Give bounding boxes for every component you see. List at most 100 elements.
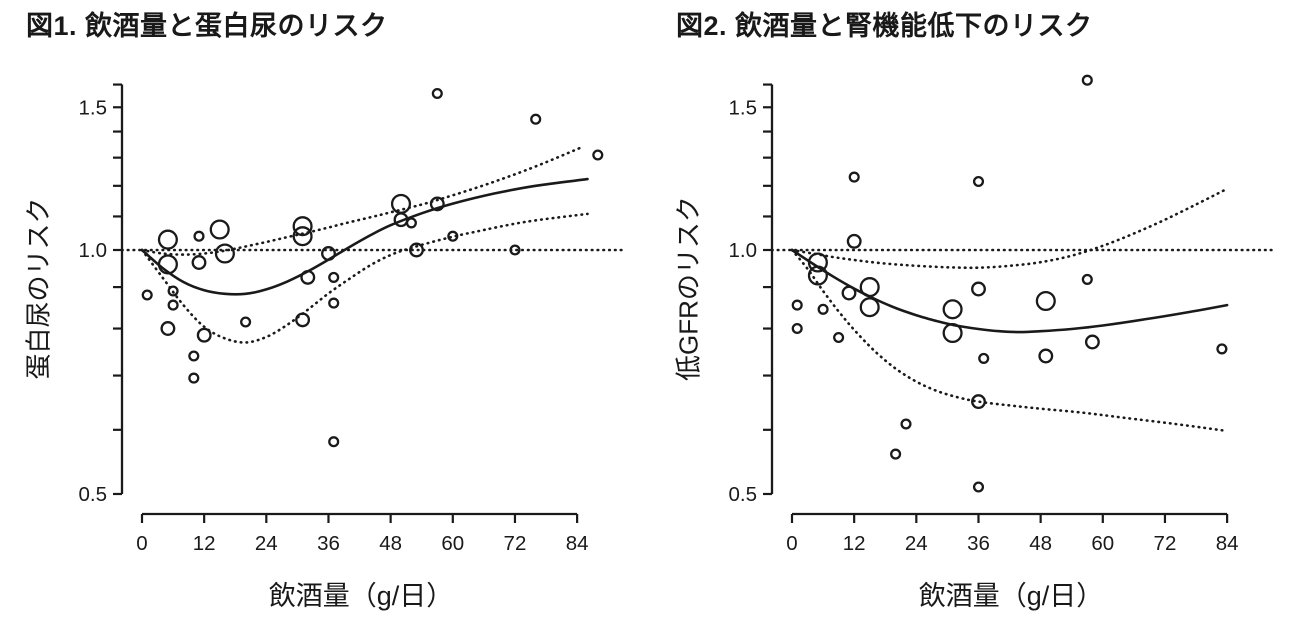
y-tick-label: 0.5 bbox=[79, 483, 108, 506]
data-point bbox=[900, 418, 912, 430]
data-point bbox=[447, 230, 459, 242]
x-tick-label: 36 bbox=[317, 532, 340, 555]
x-tick-label: 48 bbox=[1029, 532, 1052, 555]
data-point bbox=[1084, 334, 1100, 350]
data-point bbox=[188, 350, 200, 362]
data-point bbox=[859, 297, 880, 318]
data-point bbox=[405, 217, 417, 229]
data-point bbox=[509, 244, 521, 256]
x-tick-label: 0 bbox=[136, 532, 147, 555]
data-point bbox=[328, 297, 340, 309]
x-tick-label: 24 bbox=[255, 532, 278, 555]
data-points bbox=[791, 74, 1228, 493]
figure1-panel: 図1. 飲酒量と蛋白尿のリスク 蛋白尿のリスク 0.5 1.0 1.5 0 12 24 36… bbox=[24, 11, 624, 611]
y-tick-label: 1.5 bbox=[729, 96, 758, 119]
data-point bbox=[429, 196, 445, 212]
data-point bbox=[214, 243, 235, 264]
data-point bbox=[972, 175, 985, 188]
data-point bbox=[859, 277, 880, 298]
x-tick-label: 60 bbox=[1091, 532, 1114, 555]
x-tick-label: 24 bbox=[905, 532, 928, 555]
data-point bbox=[846, 233, 862, 249]
data-point bbox=[807, 252, 828, 273]
data-point bbox=[841, 285, 857, 301]
data-point bbox=[292, 226, 313, 247]
data-point bbox=[321, 246, 336, 261]
x-tick-label: 48 bbox=[379, 532, 402, 555]
data-point bbox=[807, 265, 828, 286]
data-point bbox=[141, 289, 153, 301]
data-point bbox=[971, 281, 986, 297]
data-point bbox=[530, 113, 542, 125]
data-point bbox=[167, 299, 179, 311]
data-point bbox=[240, 316, 252, 328]
data-point bbox=[791, 299, 803, 311]
data-points bbox=[141, 87, 604, 448]
data-point bbox=[196, 327, 212, 343]
figure2-title: 図2. 飲酒量と腎機能低下のリスク bbox=[676, 11, 1093, 41]
data-point bbox=[390, 193, 412, 214]
ci-lower-curve bbox=[790, 248, 1229, 433]
x-tick-label: 84 bbox=[566, 532, 589, 555]
ci-upper-curve bbox=[790, 187, 1229, 270]
data-point bbox=[328, 436, 340, 448]
figure2-panel: 図2. 飲酒量と腎機能低下のリスク 低GFRのリスク 0.5 1.0 1.5 0 12 2… bbox=[650, 0, 1300, 628]
data-point bbox=[1081, 273, 1093, 285]
data-point bbox=[1216, 343, 1228, 355]
data-point bbox=[292, 216, 313, 237]
x-tick-label: 60 bbox=[441, 532, 464, 555]
data-point bbox=[817, 303, 829, 315]
data-point bbox=[848, 171, 860, 183]
x-axis: 0 12 24 36 48 60 72 84 bbox=[786, 512, 1239, 555]
data-point bbox=[1038, 348, 1054, 364]
y-tick-label: 1.5 bbox=[79, 96, 108, 119]
data-point bbox=[295, 312, 311, 328]
figure2-x-axis-title: 飲酒量（g/日） bbox=[918, 581, 1104, 611]
figure1-plot: 0.5 1.0 1.5 0 12 24 36 48 60 72 84 bbox=[79, 83, 624, 555]
data-point bbox=[942, 299, 963, 320]
data-point bbox=[1081, 74, 1093, 86]
data-point bbox=[160, 321, 176, 336]
data-point bbox=[193, 230, 205, 242]
figure2-plot: 0.5 1.0 1.5 0 12 24 36 48 60 72 84 bbox=[729, 74, 1274, 555]
ci-upper-curve bbox=[140, 145, 584, 256]
data-point bbox=[833, 331, 845, 344]
x-tick-label: 36 bbox=[967, 532, 990, 555]
data-point bbox=[971, 394, 986, 410]
data-point bbox=[791, 322, 803, 335]
data-point bbox=[1035, 290, 1056, 312]
data-point bbox=[972, 481, 985, 493]
data-point bbox=[157, 254, 178, 275]
x-axis: 0 12 24 36 48 60 72 84 bbox=[136, 512, 589, 555]
x-tick-label: 72 bbox=[1154, 532, 1177, 555]
x-tick-label: 72 bbox=[504, 532, 527, 555]
fit-curve bbox=[140, 177, 589, 296]
data-point bbox=[890, 448, 902, 460]
data-point bbox=[592, 149, 604, 161]
data-point bbox=[409, 242, 424, 258]
data-point bbox=[188, 372, 200, 384]
y-tick-label: 0.5 bbox=[729, 483, 758, 506]
y-tick-label: 1.0 bbox=[729, 239, 758, 262]
x-tick-label: 12 bbox=[193, 532, 216, 555]
figure1-x-axis-title: 飲酒量（g/日） bbox=[268, 581, 454, 611]
data-point bbox=[978, 352, 990, 364]
fit-curve bbox=[790, 248, 1229, 334]
data-point bbox=[328, 271, 340, 283]
x-tick-label: 0 bbox=[786, 532, 797, 555]
figure1-title: 図1. 飲酒量と蛋白尿のリスク bbox=[26, 11, 388, 41]
data-point bbox=[300, 269, 316, 285]
y-tick-label: 1.0 bbox=[79, 239, 108, 262]
data-point bbox=[191, 255, 207, 270]
data-point bbox=[167, 285, 179, 297]
x-tick-label: 84 bbox=[1216, 532, 1239, 555]
y-axis: 0.5 1.0 1.5 bbox=[729, 83, 774, 506]
x-tick-label: 12 bbox=[843, 532, 866, 555]
data-point bbox=[942, 322, 963, 344]
data-point bbox=[209, 219, 230, 240]
ci-lower-curve bbox=[140, 212, 589, 344]
data-point bbox=[157, 229, 178, 250]
data-point bbox=[431, 87, 443, 100]
y-axis: 0.5 1.0 1.5 bbox=[79, 83, 124, 506]
